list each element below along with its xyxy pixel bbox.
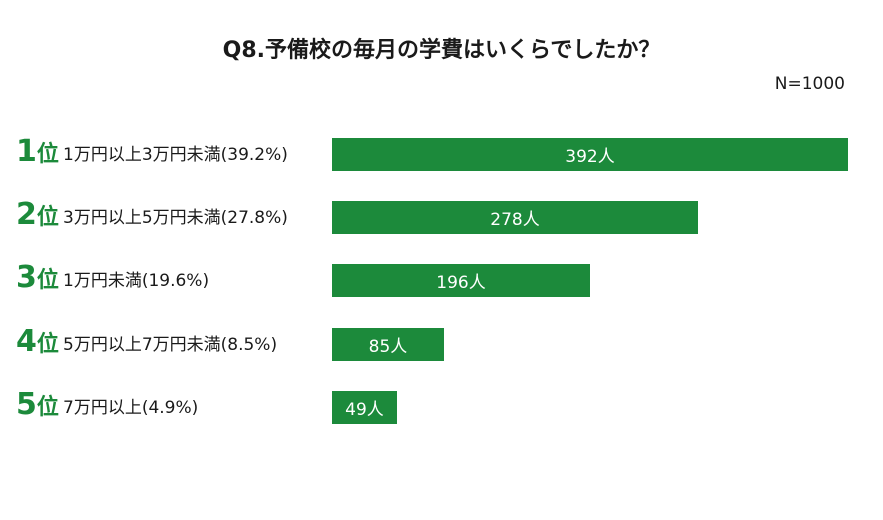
rank-label: 4位 [16,322,59,365]
chart-title: Q8.予備校の毎月の学費はいくらでしたか？ [222,38,661,63]
bar-row: 3位 1万円未満(19.6%) 196人 [0,260,883,298]
rank-label: 2位 [16,195,59,238]
bar-value-label: 392人 [565,147,615,167]
rank-label: 3位 [16,258,59,301]
rank-number: 1 [16,134,37,169]
rank-number: 5 [16,386,37,422]
rank-label: 5位 [16,385,59,428]
bar: 392人 [332,138,848,171]
bar-row: 4位 5万円以上7万円未満(8.5%) 85人 [0,324,883,362]
rank-number: 2 [16,197,37,233]
rank-number: 3 [16,260,37,296]
category-label: 3万円以上5万円未満(27.8%) [63,208,288,229]
bar: 278人 [332,201,698,235]
bar-value-label: 49人 [345,399,384,420]
bar-value-label: 85人 [368,336,408,357]
category-label: 7万円以上(4.9%) [63,397,199,418]
bar: 196人 [332,264,590,298]
sample-size-note: N=1000 [774,74,845,94]
category-label: 1万円以上3万円未満(39.2%) [63,145,288,165]
rank-label: 1位 [16,132,59,175]
bar-row: 2位 3万円以上5万円未満(27.8%) 278人 [0,197,883,235]
rank-suffix: 位 [36,205,59,231]
bar-value-label: 278人 [490,210,540,231]
rank-number: 4 [16,323,37,359]
rank-suffix: 位 [36,331,59,357]
category-label: 5万円以上7万円未満(8.5%) [63,334,278,355]
bar: 85人 [332,327,444,361]
bar: 49人 [332,390,397,424]
bar-row: 1位 1万円以上3万円未満(39.2%) 392人 [0,134,883,172]
bar-row: 5位 7万円以上(4.9%) 49人 [0,387,883,425]
bar-value-label: 196人 [436,273,486,294]
category-label: 1万円未満(19.6%) [63,271,210,292]
rank-suffix: 位 [36,394,59,420]
rank-suffix: 位 [36,142,59,167]
rank-suffix: 位 [36,268,59,294]
